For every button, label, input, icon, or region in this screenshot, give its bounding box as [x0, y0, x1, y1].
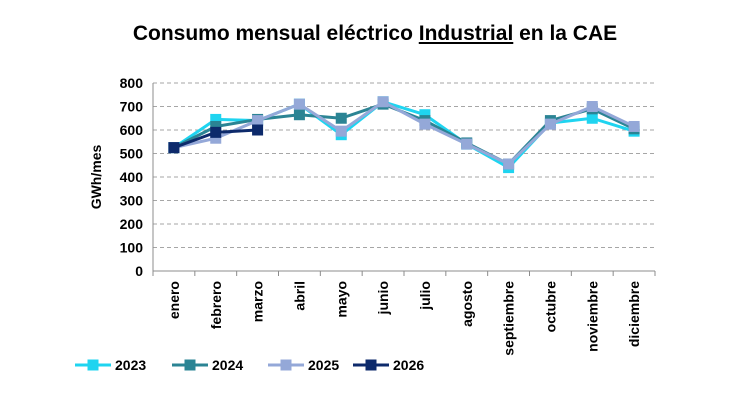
title-part-3: en la CAE [513, 22, 618, 45]
y-tick-label: 700 [120, 99, 144, 115]
title-part-1: Consumo mensual eléctrico [132, 22, 419, 45]
y-tick-label: 500 [120, 146, 144, 162]
point-2025-junio [377, 96, 389, 108]
point-2025-diciembre [628, 120, 640, 132]
point-2025-septiembre [503, 158, 515, 170]
y-tick-label: 0 [135, 263, 143, 279]
x-tick-label-marzo: marzo [250, 281, 266, 322]
series-line-2025 [173, 100, 635, 166]
point-2025-marzo [252, 115, 264, 127]
x-tick-label-agosto: agosto [459, 281, 475, 327]
x-tick-label-junio: junio [375, 281, 391, 315]
point-2026-marzo [252, 124, 264, 136]
legend-marker-2025 [280, 359, 292, 371]
x-tick-label-mayo: mayo [333, 281, 349, 318]
y-tick-label: 100 [120, 240, 144, 256]
point-2024-febrero [210, 120, 222, 132]
point-2025-abril [293, 98, 305, 110]
legend-label-2026: 2026 [393, 357, 424, 373]
x-tick-label-septiembre: septiembre [501, 281, 517, 356]
point-2024-abril [293, 109, 305, 121]
x-tick-label-julio: julio [417, 281, 433, 311]
point-2025-agosto [461, 138, 473, 150]
chart-title: Consumo mensual eléctrico Industrial en … [0, 22, 750, 46]
point-2025-noviembre [586, 101, 598, 112]
legend-marker-2023 [87, 359, 99, 371]
x-tick-label-abril: abril [291, 281, 307, 311]
point-2025-julio [419, 118, 431, 130]
title-part-underlined: Industrial [418, 22, 514, 45]
x-tick-label-diciembre: diciembre [626, 281, 642, 347]
legend-label-2024: 2024 [212, 357, 243, 373]
legend-label-2025: 2025 [308, 357, 339, 373]
legend-label-2023: 2023 [115, 357, 146, 373]
y-tick-label: 800 [120, 75, 144, 91]
y-tick-label: 200 [120, 216, 144, 232]
x-tick-label-enero: enero [166, 281, 182, 319]
point-2025-mayo [335, 125, 347, 137]
x-tick-label-noviembre: noviembre [584, 281, 600, 352]
y-tick-label: 600 [120, 122, 144, 138]
y-tick-label: 400 [120, 169, 144, 185]
point-2026-febrero [210, 126, 222, 138]
y-axis-title: GWh/mes [88, 145, 104, 210]
point-2025-octubre [544, 118, 556, 130]
point-2024-mayo [335, 112, 347, 124]
legend-marker-2026 [365, 359, 377, 371]
x-tick-label-octubre: octubre [542, 281, 558, 333]
point-2023-febrero [210, 113, 222, 125]
point-2023-julio [419, 109, 431, 121]
legend-marker-2024 [184, 359, 196, 371]
point-2025-febrero [210, 132, 222, 144]
point-2026-enero [168, 142, 180, 154]
y-tick-label: 300 [120, 193, 144, 209]
point-2023-noviembre [586, 112, 598, 124]
x-tick-label-febrero: febrero [208, 281, 224, 329]
